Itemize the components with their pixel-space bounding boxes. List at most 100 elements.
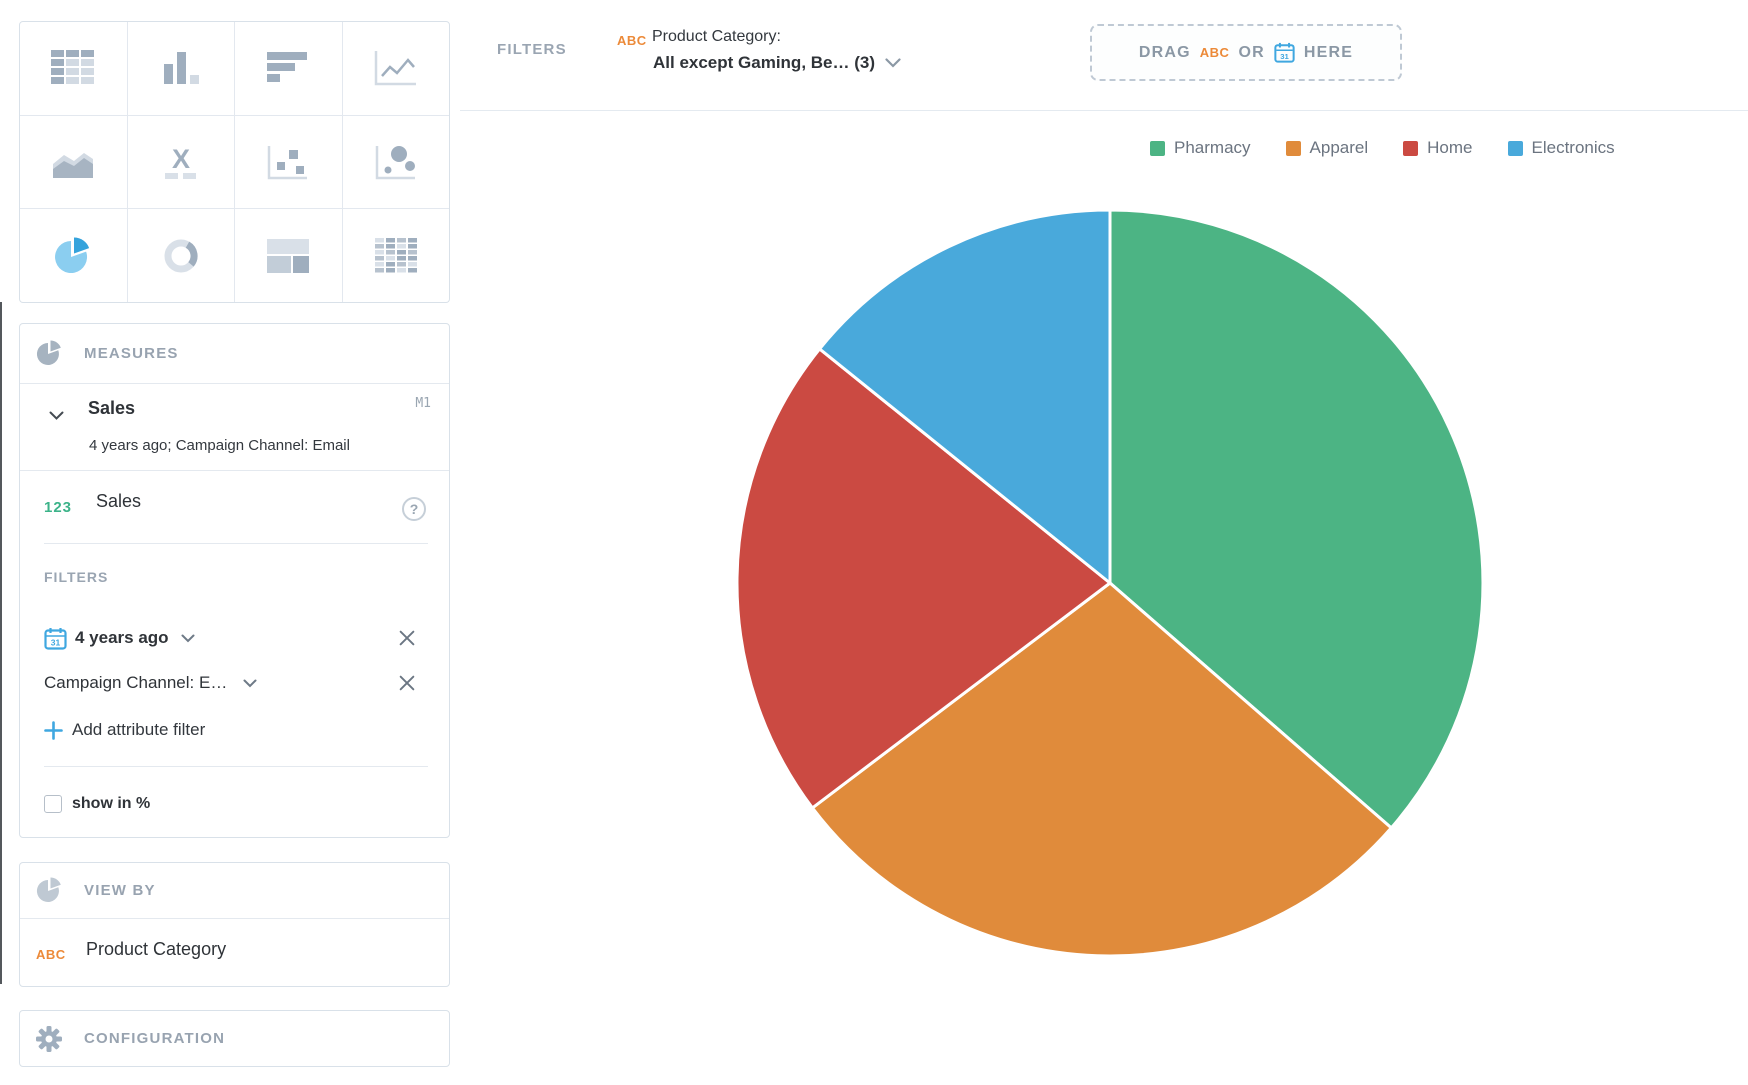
- show-in-percent-label: show in %: [72, 795, 151, 812]
- chart-type-pie-chart-selected[interactable]: [20, 209, 127, 302]
- filter-chip-title: Product Category:: [652, 28, 781, 45]
- legend-swatch: [1285, 140, 1301, 156]
- view-by-header-label: VIEW BY: [84, 882, 156, 899]
- chart-type-table[interactable]: [20, 22, 127, 115]
- dropzone-or-label: OR: [1238, 43, 1265, 61]
- pie-chart: [735, 208, 1485, 958]
- chart-type-treemap[interactable]: [235, 209, 342, 302]
- remove-filter-icon[interactable]: [398, 629, 416, 647]
- show-in-percent-row: show in %: [20, 786, 449, 820]
- help-icon[interactable]: ?: [402, 497, 426, 521]
- view-by-header: VIEW BY: [20, 863, 449, 919]
- measure-title: Sales: [88, 398, 136, 418]
- table-icon: [51, 50, 95, 85]
- legend-label: Pharmacy: [1174, 138, 1251, 157]
- product-category-filter-chip[interactable]: ABC Product Category: All except Gaming,…: [610, 22, 920, 84]
- legend-item-electronics[interactable]: Electronics: [1507, 138, 1615, 158]
- bar-chart-icon: [267, 52, 308, 83]
- measures-panel: MEASURES Sales M1 4 years ago; Campaign …: [19, 323, 450, 838]
- add-attribute-filter-button[interactable]: Add attribute filter: [44, 712, 205, 748]
- attribute-type-icon: ABC: [617, 33, 647, 48]
- window-edge-artifact: [0, 302, 2, 984]
- legend-label: Home: [1427, 138, 1473, 157]
- date-filter-button[interactable]: 31 4 years ago: [44, 620, 195, 656]
- chart-type-heatmap[interactable]: [342, 209, 449, 302]
- divider: [44, 766, 428, 767]
- metric-row: 123 Sales ?: [20, 471, 449, 543]
- chart-type-bubble-chart[interactable]: [342, 115, 449, 209]
- chart-type-line-chart[interactable]: [342, 22, 449, 115]
- attribute-filter-row: Campaign Channel: E…: [20, 665, 449, 701]
- legend-item-apparel[interactable]: Apparel: [1285, 138, 1369, 158]
- view-by-panel: VIEW BY ABC Product Category: [19, 862, 450, 987]
- divider: [44, 543, 428, 544]
- area-chart-icon: [53, 152, 94, 178]
- gear-icon: [36, 1025, 62, 1052]
- chevron-down-icon: [243, 679, 257, 687]
- chart-type-bar-chart[interactable]: [235, 22, 342, 115]
- scatter-plot-icon: [268, 145, 308, 180]
- calendar-icon: 31: [44, 627, 67, 650]
- legend-swatch: [1150, 140, 1165, 156]
- metric-label: Sales: [96, 491, 142, 511]
- line-chart-icon: [374, 51, 416, 86]
- add-attribute-filter-label: Add attribute filter: [72, 720, 206, 739]
- pie-slice-electronics[interactable]: [817, 208, 1112, 587]
- view-by-item-product-category[interactable]: ABC Product Category: [20, 919, 449, 986]
- chevron-down-icon: [181, 634, 195, 642]
- show-in-percent-checkbox[interactable]: [44, 795, 62, 813]
- chart-type-scatter-plot[interactable]: [235, 115, 342, 209]
- date-filter-row: 31 4 years ago: [20, 620, 449, 656]
- configuration-panel[interactable]: CONFIGURATION: [19, 1010, 450, 1067]
- chart-type-column-chart[interactable]: [127, 22, 234, 115]
- column-chart-icon: [163, 52, 199, 85]
- pie-icon: [36, 340, 61, 365]
- attribute-filter-button[interactable]: Campaign Channel: E…: [44, 665, 257, 701]
- measure-tag: M1: [415, 396, 431, 411]
- add-filter-row: Add attribute filter: [20, 712, 449, 748]
- sidebar-filters-header: FILTERS: [44, 569, 109, 585]
- plus-icon: [44, 720, 63, 740]
- legend-item-pharmacy[interactable]: Pharmacy: [1150, 138, 1251, 158]
- pie-slice-pharmacy[interactable]: [1108, 208, 1485, 831]
- chevron-down-icon: [49, 411, 64, 420]
- chevron-down-icon: [885, 58, 901, 68]
- filter-bar-label: FILTERS: [497, 41, 567, 58]
- measures-header: MEASURES: [20, 324, 449, 384]
- svg-text:X: X: [172, 144, 190, 174]
- view-by-item-label: Product Category: [86, 939, 227, 959]
- remove-filter-icon[interactable]: [398, 674, 416, 692]
- dropzone-drag-label: DRAG: [1138, 43, 1191, 61]
- show-in-percent-toggle[interactable]: show in %: [44, 786, 150, 822]
- donut-chart-icon: [164, 239, 198, 273]
- bubble-chart-icon: [375, 145, 415, 180]
- date-filter-label: 4 years ago: [75, 628, 169, 647]
- svg-text:31: 31: [51, 637, 61, 647]
- filter-chip-value: All except Gaming, Be… (3): [653, 53, 875, 72]
- pie-chart-area: [734, 207, 1486, 964]
- measure-item-sales[interactable]: Sales M1 4 years ago; Campaign Channel: …: [20, 384, 449, 471]
- legend-item-home[interactable]: Home: [1403, 138, 1473, 158]
- calendar-icon: 31: [1274, 42, 1295, 63]
- pie-icon: [36, 877, 61, 902]
- legend-swatch: [1507, 140, 1523, 156]
- chart-type-area-chart[interactable]: [20, 115, 127, 209]
- dropzone-here-label: HERE: [1303, 43, 1354, 61]
- attribute-type-icon: ABC: [36, 947, 66, 962]
- filter-bar-divider: [460, 110, 1748, 111]
- chart-type-donut-chart[interactable]: [127, 209, 234, 302]
- pie-chart-icon: [55, 237, 90, 273]
- heatmap-icon: [374, 237, 417, 273]
- chart-legend: Pharmacy Apparel Home Electronics: [1150, 138, 1615, 158]
- headline-icon: X: [164, 144, 196, 179]
- pie-slice-home[interactable]: [735, 346, 1113, 811]
- configuration-header-label: CONFIGURATION: [84, 1030, 226, 1047]
- chart-type-headline[interactable]: X: [127, 115, 234, 209]
- chart-type-picker: X: [19, 21, 450, 303]
- numeric-type-icon: 123: [44, 499, 73, 516]
- legend-label: Apparel: [1309, 138, 1369, 157]
- pie-slice-apparel[interactable]: [810, 581, 1394, 958]
- filter-drop-zone[interactable]: DRAG ABC OR 31 HERE: [1090, 24, 1402, 81]
- treemap-icon: [267, 238, 310, 273]
